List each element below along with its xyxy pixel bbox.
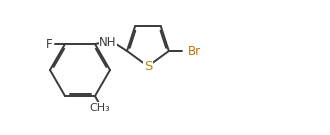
Text: F: F <box>46 38 52 50</box>
Text: CH₃: CH₃ <box>90 103 110 113</box>
Text: S: S <box>144 60 152 73</box>
Text: Br: Br <box>188 45 201 58</box>
Text: NH: NH <box>99 36 117 48</box>
